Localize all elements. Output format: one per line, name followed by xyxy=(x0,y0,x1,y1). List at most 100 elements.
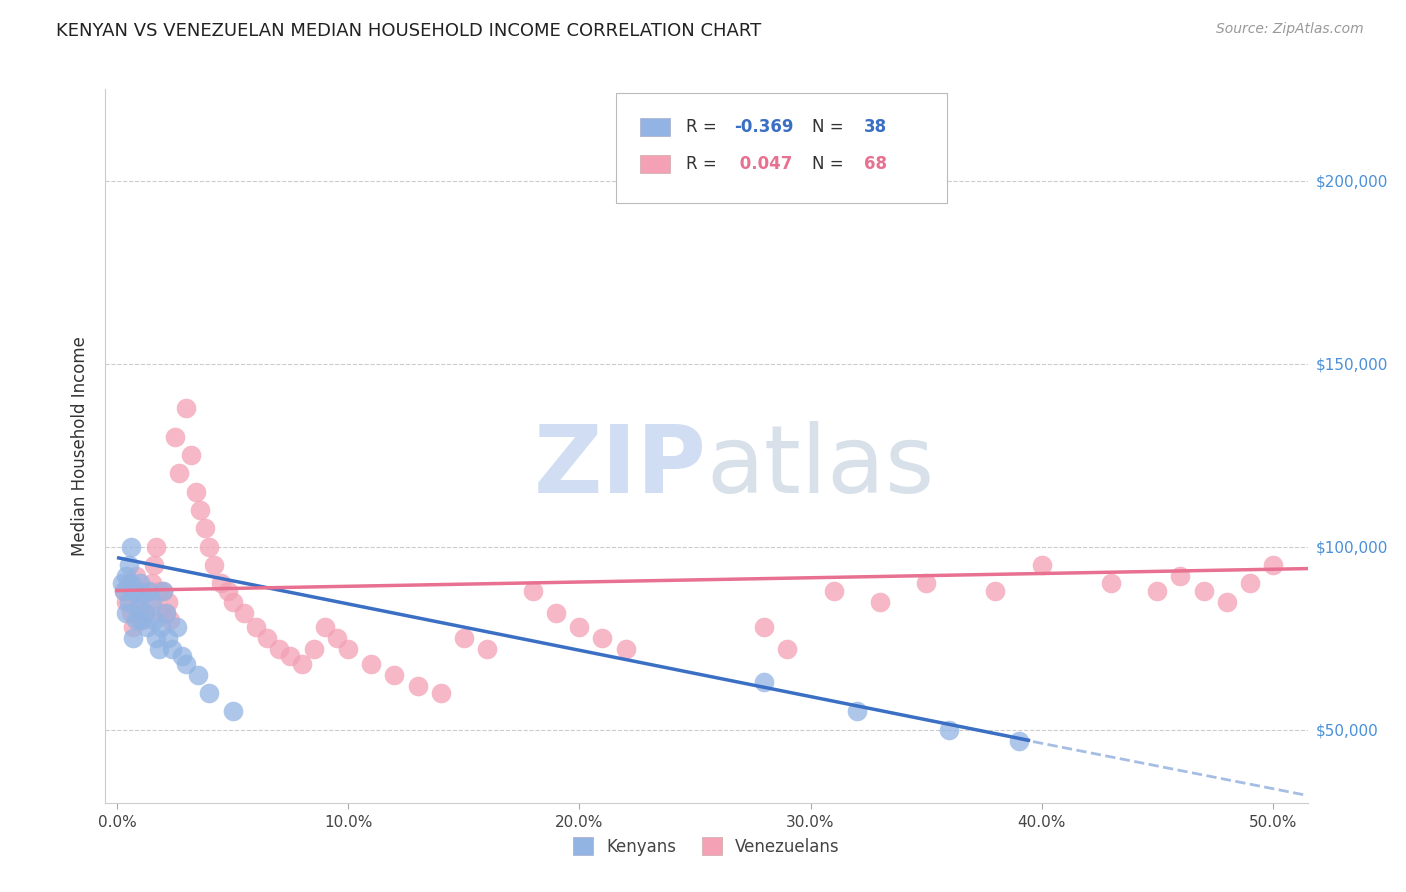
Point xyxy=(115,569,138,583)
Text: R =: R = xyxy=(686,118,717,136)
Point xyxy=(938,723,960,737)
FancyBboxPatch shape xyxy=(640,155,671,173)
Point xyxy=(131,587,153,601)
Point xyxy=(823,583,845,598)
Point xyxy=(1261,558,1284,572)
Point xyxy=(291,657,314,671)
Point xyxy=(145,631,167,645)
Point xyxy=(1170,569,1192,583)
Point xyxy=(155,606,177,620)
Point xyxy=(202,558,225,572)
Point xyxy=(194,521,217,535)
Text: ZIP: ZIP xyxy=(534,421,707,514)
Point xyxy=(136,620,159,634)
Point xyxy=(120,606,142,620)
Point xyxy=(302,642,325,657)
Point xyxy=(138,583,160,598)
Point xyxy=(131,613,153,627)
Point xyxy=(143,558,166,572)
Point xyxy=(166,620,188,634)
Point xyxy=(188,503,211,517)
Point xyxy=(115,594,138,608)
Text: -0.369: -0.369 xyxy=(734,118,793,136)
Point xyxy=(198,686,221,700)
Point xyxy=(984,583,1007,598)
Point xyxy=(120,540,142,554)
Point xyxy=(1239,576,1261,591)
Point xyxy=(111,576,134,591)
Text: N =: N = xyxy=(813,118,844,136)
Point xyxy=(754,620,776,634)
Point xyxy=(156,594,179,608)
Point xyxy=(406,679,429,693)
Y-axis label: Median Household Income: Median Household Income xyxy=(72,336,90,556)
Point xyxy=(209,576,232,591)
Point xyxy=(117,594,139,608)
Text: Source: ZipAtlas.com: Source: ZipAtlas.com xyxy=(1216,22,1364,37)
Point xyxy=(169,467,191,481)
Point xyxy=(325,631,347,645)
Point xyxy=(141,576,163,591)
Point xyxy=(217,583,239,598)
Point xyxy=(156,631,179,645)
Point xyxy=(159,613,181,627)
Point xyxy=(124,583,146,598)
Point xyxy=(869,594,891,608)
Point xyxy=(915,576,938,591)
Point xyxy=(149,606,172,620)
Point xyxy=(155,606,177,620)
Point xyxy=(134,606,156,620)
Point xyxy=(148,583,170,598)
Point xyxy=(233,606,256,620)
Point xyxy=(143,613,166,627)
Point xyxy=(176,401,198,415)
Point xyxy=(127,594,149,608)
FancyBboxPatch shape xyxy=(640,118,671,136)
Point xyxy=(776,642,799,657)
Point xyxy=(129,613,152,627)
Point xyxy=(134,606,156,620)
Point xyxy=(1192,583,1215,598)
Point xyxy=(124,569,146,583)
Point xyxy=(245,620,267,634)
Point xyxy=(337,642,360,657)
Point xyxy=(187,667,209,681)
Point xyxy=(198,540,221,554)
Point xyxy=(112,583,135,598)
Point xyxy=(112,583,135,598)
Point xyxy=(221,704,243,718)
Point xyxy=(141,594,163,608)
Point xyxy=(360,657,382,671)
Point xyxy=(614,642,637,657)
Point xyxy=(568,620,591,634)
Point xyxy=(122,631,145,645)
Point xyxy=(1215,594,1237,608)
Point xyxy=(267,642,290,657)
Point xyxy=(384,667,406,681)
Point xyxy=(129,583,152,598)
Point xyxy=(127,602,149,616)
Point xyxy=(124,613,146,627)
Point xyxy=(136,583,159,598)
Point xyxy=(152,583,174,598)
Point xyxy=(122,583,145,598)
Point xyxy=(117,576,139,591)
FancyBboxPatch shape xyxy=(616,93,948,203)
Point xyxy=(256,631,278,645)
Point xyxy=(592,631,614,645)
Point xyxy=(1146,583,1168,598)
Point xyxy=(180,448,202,462)
Point xyxy=(1031,558,1053,572)
Point xyxy=(184,484,207,499)
Point xyxy=(429,686,451,700)
Point xyxy=(115,606,138,620)
Text: 0.047: 0.047 xyxy=(734,155,793,173)
Point xyxy=(152,583,174,598)
Point xyxy=(163,430,186,444)
Point xyxy=(162,642,184,657)
Text: atlas: atlas xyxy=(707,421,935,514)
Point xyxy=(145,540,167,554)
Point xyxy=(122,620,145,634)
Point xyxy=(280,649,302,664)
Point xyxy=(117,558,139,572)
